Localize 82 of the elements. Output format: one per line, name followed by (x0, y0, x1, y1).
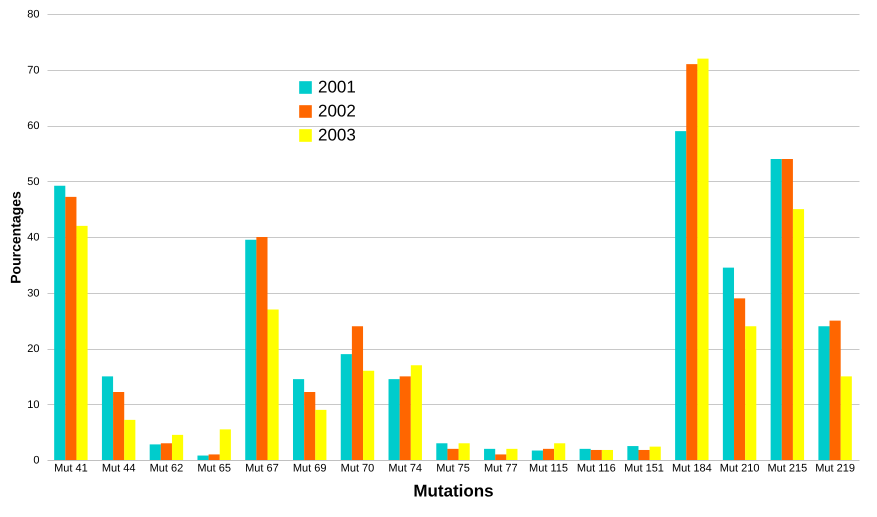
bar (400, 376, 411, 460)
bar (363, 370, 374, 460)
x-tick-label: Mut 67 (245, 462, 279, 474)
y-tick-label: 20 (27, 343, 40, 355)
bar (340, 354, 352, 460)
bar (172, 434, 184, 460)
bar (484, 448, 496, 460)
x-tick-label: Mut 41 (54, 462, 88, 474)
bar (792, 209, 804, 460)
bar (447, 448, 459, 460)
bar (830, 320, 841, 460)
bar (304, 392, 316, 460)
y-tick-label: 30 (27, 287, 40, 300)
bar (650, 446, 661, 460)
bar (495, 454, 506, 460)
y-tick-label: 0 (33, 454, 40, 466)
bar (734, 298, 746, 460)
bar (722, 268, 734, 460)
bar (542, 448, 554, 460)
x-tick-label: Mut 184 (672, 462, 712, 474)
y-tick-label: 80 (27, 8, 40, 20)
x-tick-label: Mut 115 (529, 462, 568, 474)
bar (436, 443, 448, 460)
bar (532, 450, 543, 460)
bar (315, 410, 326, 460)
bar (506, 448, 518, 460)
y-axis-title: Pourcentages (7, 190, 24, 284)
y-tick-label: 60 (27, 120, 40, 132)
x-tick-label: Mut 74 (388, 462, 422, 474)
legend-label: 2003 (318, 126, 356, 144)
x-tick-label: Mut 210 (720, 462, 760, 474)
bar (220, 429, 231, 460)
bar (602, 450, 614, 460)
bar (697, 58, 709, 460)
legend-label: 2002 (318, 102, 356, 120)
x-tick-label: Mut 116 (576, 462, 616, 474)
bar (150, 444, 161, 460)
bar (352, 326, 364, 460)
y-tick-label: 40 (27, 232, 40, 244)
bar (102, 376, 114, 460)
x-tick-label: Mut 151 (624, 462, 664, 474)
bar (770, 158, 782, 460)
bar (745, 326, 756, 460)
bar (54, 186, 66, 460)
bar (675, 131, 686, 460)
bar (292, 379, 304, 460)
x-tick-label: Mut 70 (340, 462, 374, 474)
bar (627, 446, 638, 460)
bar (458, 443, 470, 460)
bar (124, 420, 136, 460)
bar (65, 196, 76, 460)
bar (256, 237, 268, 460)
bar (840, 376, 852, 460)
x-tick-label: Mut 77 (484, 462, 518, 474)
x-tick-label: Mut 69 (292, 462, 327, 474)
bar (160, 443, 172, 460)
bar (388, 379, 400, 460)
x-tick-label: Mut 65 (197, 462, 231, 474)
bar (686, 64, 698, 460)
x-tick-label: Mut 219 (815, 462, 855, 474)
bar (208, 454, 220, 460)
x-tick-label: Mut 75 (436, 462, 470, 474)
legend-label: 2001 (318, 78, 356, 96)
y-tick-label: 50 (27, 176, 40, 188)
x-tick-label: Mut 215 (767, 462, 808, 474)
bar (268, 309, 279, 460)
bar (638, 450, 650, 460)
x-axis-title: Mutations (413, 482, 494, 500)
y-tick-label: 10 (27, 398, 40, 411)
bar (590, 450, 602, 460)
bar (113, 392, 124, 460)
bar (782, 158, 793, 460)
bar (245, 240, 256, 460)
bar (197, 456, 209, 460)
x-tick-label: Mut 62 (150, 462, 184, 474)
bar (818, 326, 830, 460)
bar (554, 443, 566, 460)
bar (76, 226, 88, 460)
bar (580, 448, 591, 460)
y-tick-label: 70 (27, 64, 40, 76)
bar (410, 365, 422, 460)
x-tick-label: Mut 44 (102, 462, 136, 474)
